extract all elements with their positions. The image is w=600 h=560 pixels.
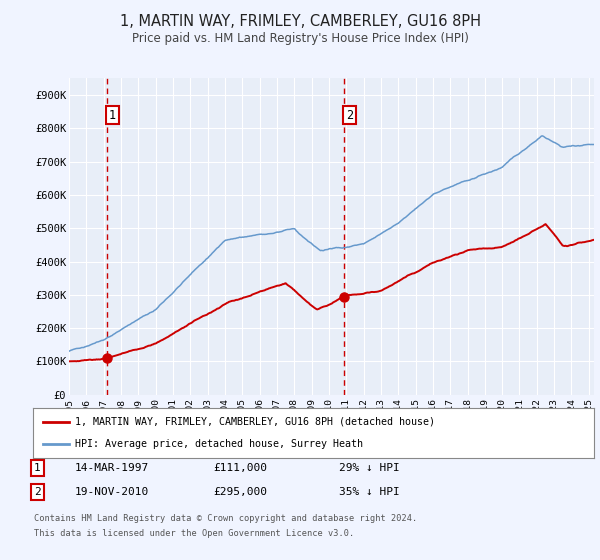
Text: 1: 1 <box>34 463 41 473</box>
Text: Contains HM Land Registry data © Crown copyright and database right 2024.: Contains HM Land Registry data © Crown c… <box>34 514 418 523</box>
Text: 1: 1 <box>109 109 116 122</box>
Text: 2: 2 <box>346 109 353 122</box>
Text: 1, MARTIN WAY, FRIMLEY, CAMBERLEY, GU16 8PH (detached house): 1, MARTIN WAY, FRIMLEY, CAMBERLEY, GU16 … <box>75 417 435 427</box>
Text: HPI: Average price, detached house, Surrey Heath: HPI: Average price, detached house, Surr… <box>75 439 363 449</box>
Text: 1, MARTIN WAY, FRIMLEY, CAMBERLEY, GU16 8PH: 1, MARTIN WAY, FRIMLEY, CAMBERLEY, GU16 … <box>119 14 481 29</box>
Text: £111,000: £111,000 <box>213 463 267 473</box>
Text: 14-MAR-1997: 14-MAR-1997 <box>75 463 149 473</box>
Text: Price paid vs. HM Land Registry's House Price Index (HPI): Price paid vs. HM Land Registry's House … <box>131 32 469 45</box>
Text: This data is licensed under the Open Government Licence v3.0.: This data is licensed under the Open Gov… <box>34 529 355 538</box>
Text: £295,000: £295,000 <box>213 487 267 497</box>
Text: 2: 2 <box>34 487 41 497</box>
Text: 29% ↓ HPI: 29% ↓ HPI <box>339 463 400 473</box>
Text: 19-NOV-2010: 19-NOV-2010 <box>75 487 149 497</box>
Text: 35% ↓ HPI: 35% ↓ HPI <box>339 487 400 497</box>
